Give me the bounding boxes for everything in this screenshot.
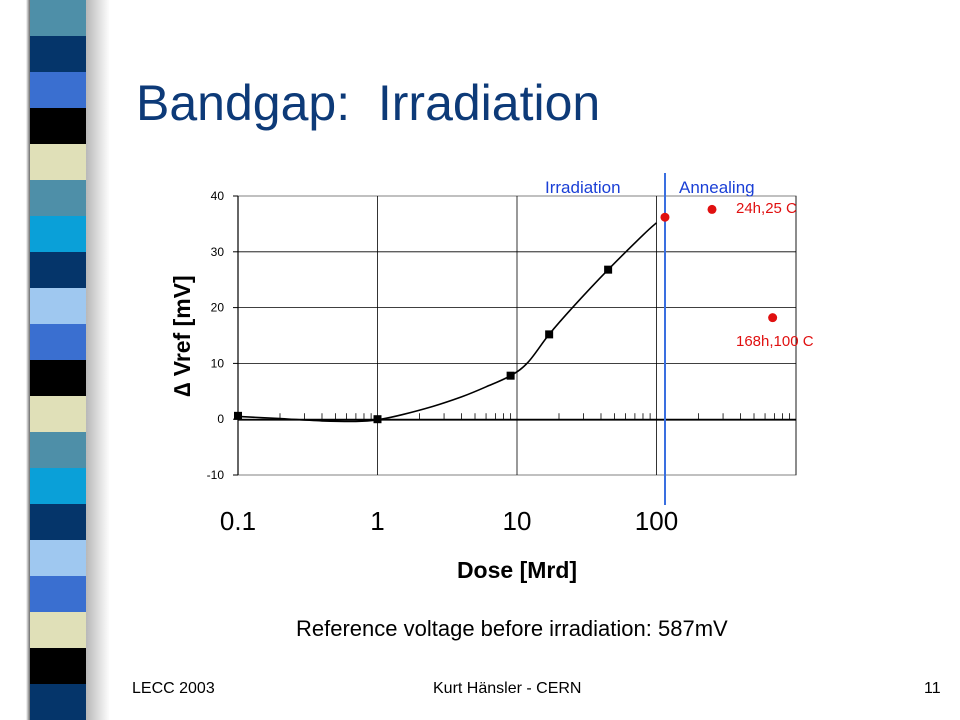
reference-voltage-note: Reference voltage before irradiation: 58… [296, 616, 728, 641]
sidebar-stripe [30, 468, 86, 505]
minor-tick-marks [279, 413, 791, 420]
footer-page-number: 11 [924, 680, 941, 697]
region-label-irradiation: Irradiation [545, 178, 621, 197]
fit-curve-line [237, 222, 658, 423]
sidebar-stripe [30, 36, 86, 73]
x-axis-title: Dose [Mrd] [457, 557, 577, 583]
sidebar-stripe [30, 216, 86, 253]
sidebar-stripe [30, 540, 86, 577]
y-tick-label: -10 [207, 468, 225, 482]
y-tick-label: 10 [211, 356, 225, 370]
sidebar-stripe [30, 252, 86, 289]
x-tick-label: 10 [503, 506, 532, 536]
sidebar-stripe [30, 288, 86, 325]
y-tick-label: 40 [211, 189, 225, 203]
y-tick-label: 20 [211, 301, 225, 315]
data-point-irradiation [234, 411, 242, 420]
y-tick-label: 30 [211, 245, 225, 259]
data-point-irradiation [506, 371, 515, 380]
data-point-annealing [660, 212, 670, 222]
annotation-24h: 24h,25 C [736, 200, 797, 217]
sidebar-stripe [30, 324, 86, 361]
y-axis-title: ∆ Vref [mV] [169, 275, 195, 396]
annotation-168h: 168h,100 C [736, 333, 814, 350]
sidebar-stripe [30, 396, 86, 433]
sidebar-stripes [30, 0, 86, 720]
sidebar-stripe [30, 144, 86, 181]
y-tick-label: 0 [217, 412, 224, 426]
x-tick-label: 0.1 [220, 506, 256, 536]
footer-author: Kurt Hänsler - CERN [433, 680, 582, 697]
x-tick-label: 1 [370, 506, 384, 536]
y-tick-labels: -10 0 10 20 30 40 [207, 189, 238, 482]
data-point-annealing [768, 313, 778, 323]
x-tick-label: 100 [635, 506, 678, 536]
data-point-annealing [707, 204, 717, 214]
grid-lines [238, 196, 797, 475]
footer-conference: LECC 2003 [132, 680, 215, 697]
sidebar-stripe [30, 432, 86, 469]
x-tick-labels: 0.1 1 10 100 [220, 506, 678, 536]
sidebar-stripe [30, 0, 86, 37]
slide-title: Bandgap: Irradiation [136, 75, 601, 131]
sidebar-stripe [30, 72, 86, 109]
sidebar-stripe [30, 684, 86, 720]
sidebar-stripe [30, 180, 86, 217]
region-label-annealing: Annealing [679, 178, 755, 197]
decorative-sidebar [0, 0, 110, 720]
sidebar-stripe [30, 648, 86, 685]
data-point-irradiation [604, 265, 613, 274]
sidebar-stripe [30, 612, 86, 649]
sidebar-stripe [30, 108, 86, 145]
data-point-irradiation [373, 415, 382, 424]
sidebar-stripe [30, 360, 86, 397]
data-point-irradiation [545, 330, 554, 339]
sidebar-stripe [30, 576, 86, 613]
sidebar-stripe [30, 504, 86, 541]
data-markers [234, 204, 778, 424]
